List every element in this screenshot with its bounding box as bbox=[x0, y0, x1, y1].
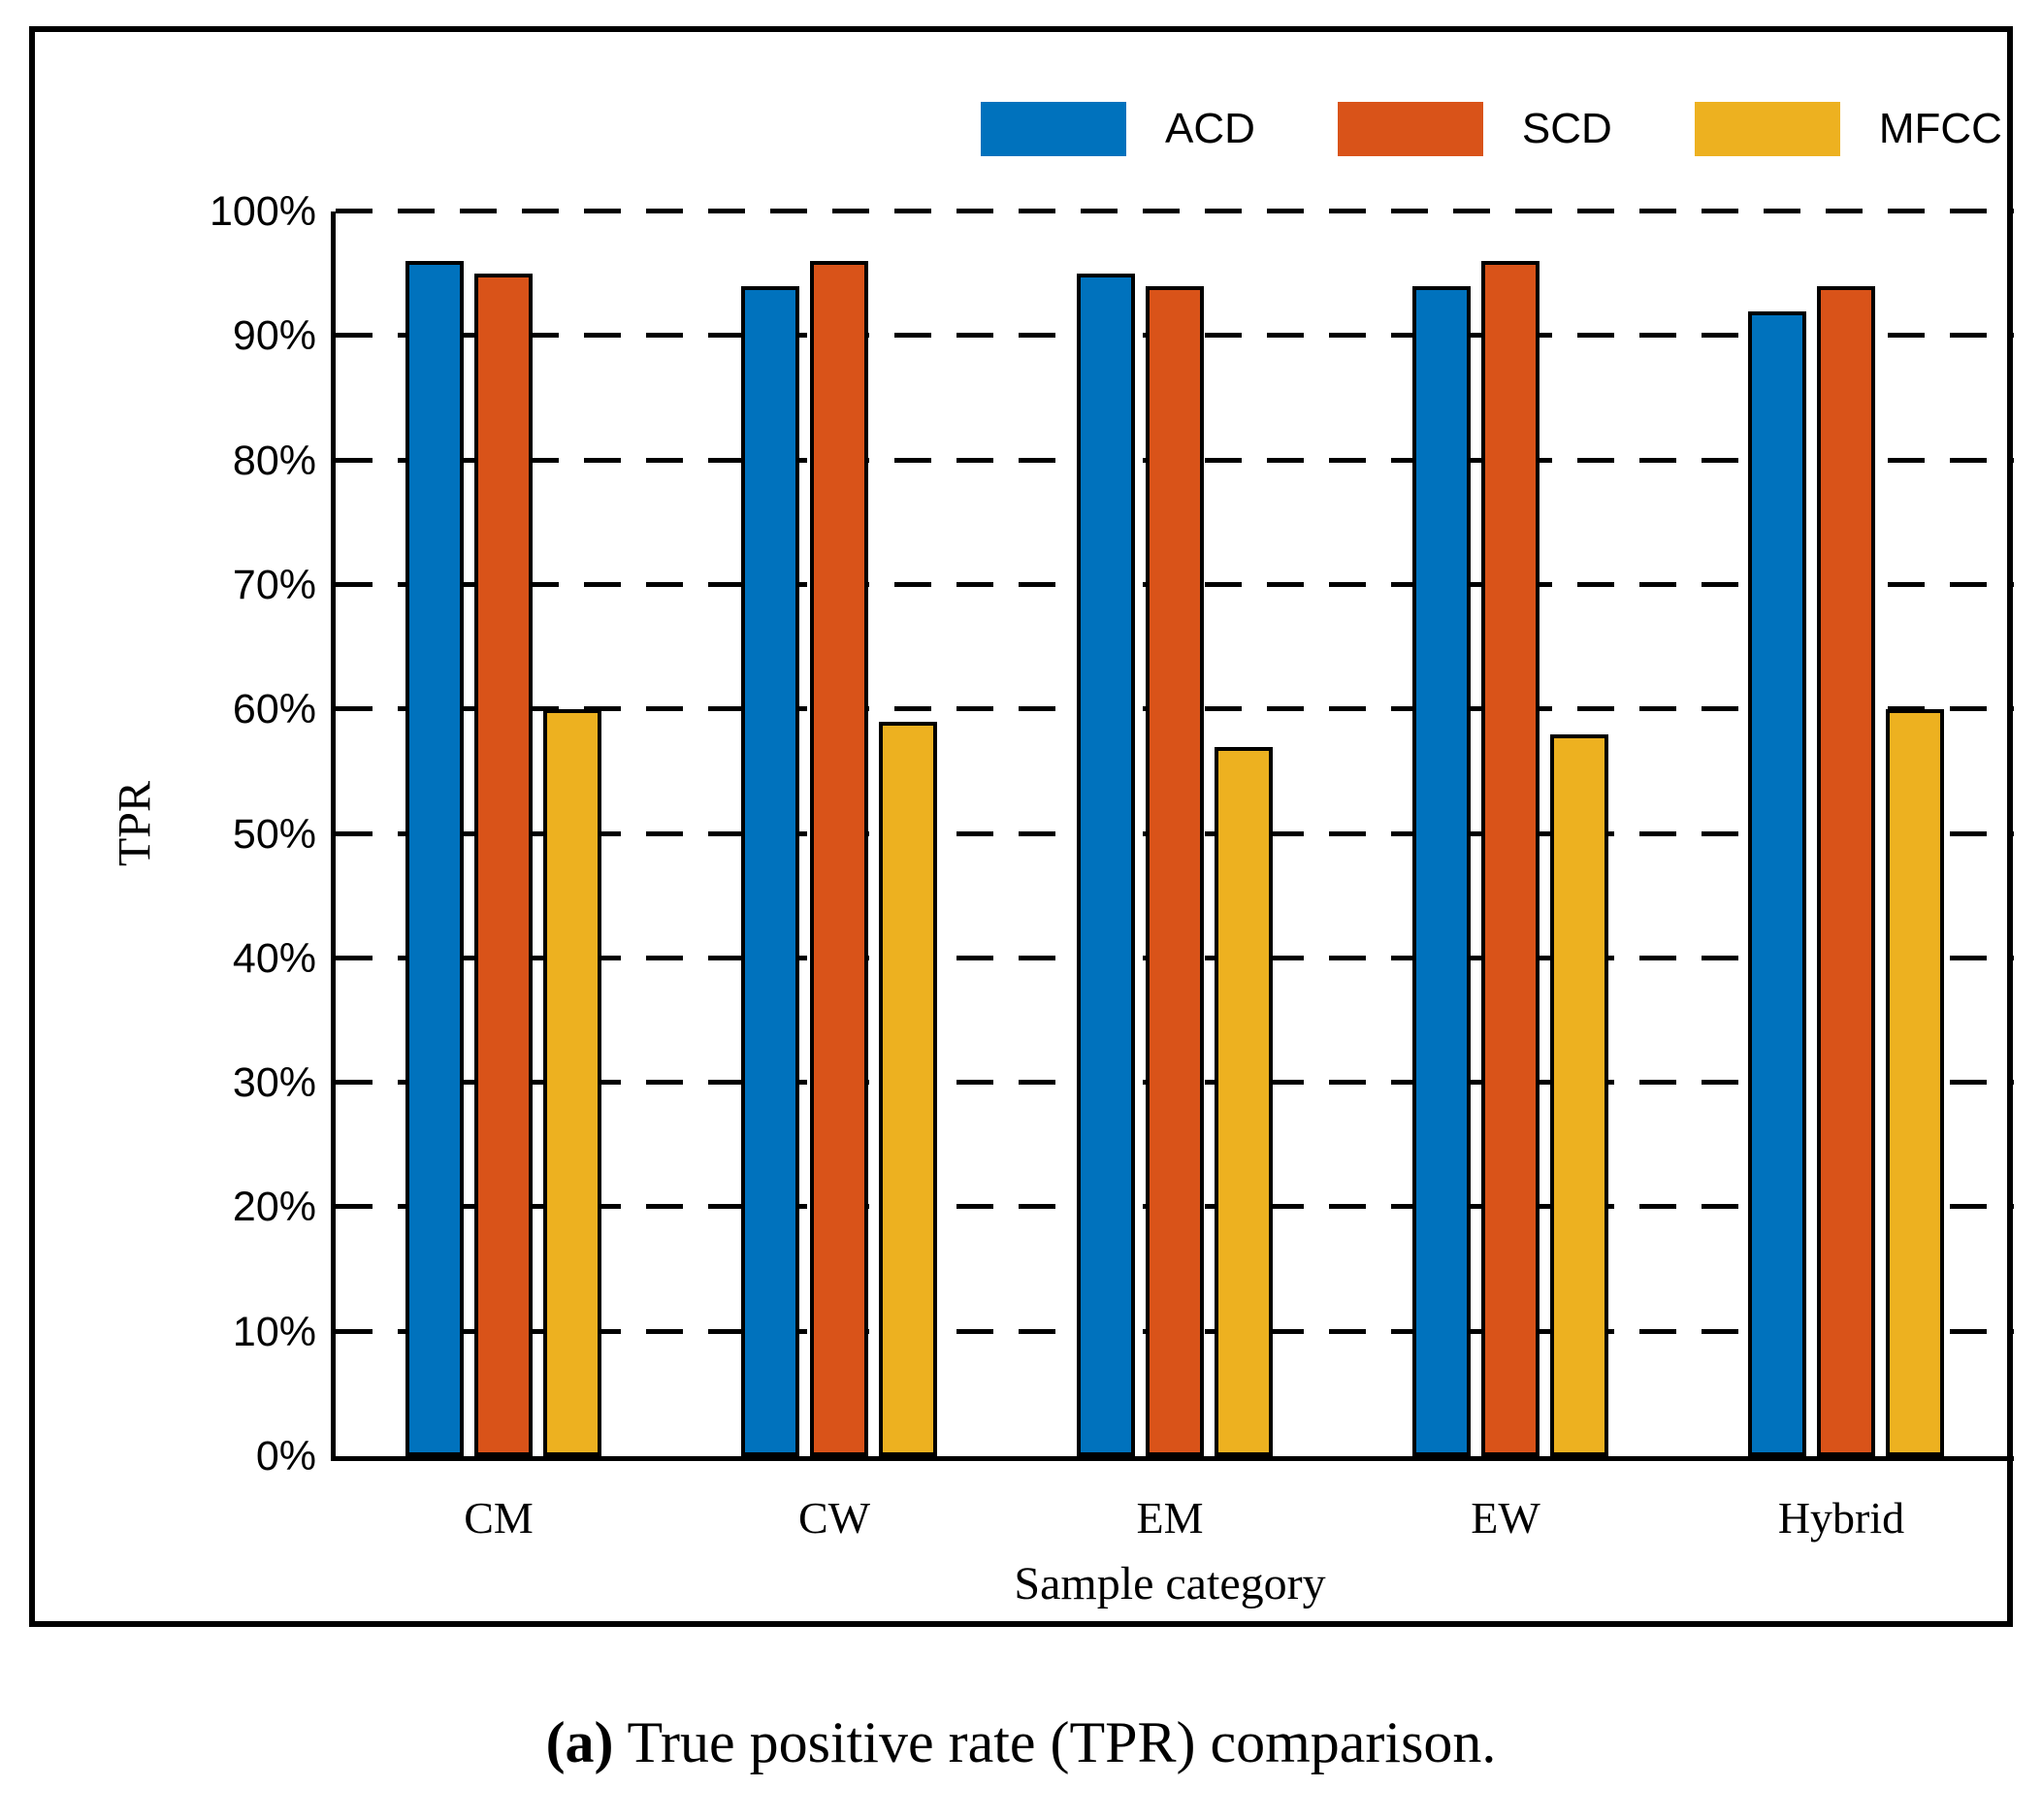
ytick-label-0%: 0% bbox=[255, 1433, 316, 1479]
figure-caption: (a) True positive rate (TPR) comparison. bbox=[0, 1709, 2042, 1776]
x-category-label-CM: CM bbox=[464, 1493, 534, 1543]
bar-MFCC-Hybrid bbox=[1886, 709, 1944, 1456]
legend-swatch-acd bbox=[981, 102, 1126, 156]
ytick-label-10%: 10% bbox=[232, 1308, 316, 1355]
bar-MFCC-EM bbox=[1215, 746, 1273, 1456]
plot-area bbox=[331, 209, 2014, 1461]
ytick-label-40%: 40% bbox=[232, 934, 316, 982]
ytick-label-100%: 100% bbox=[210, 188, 316, 235]
ytick-label-90%: 90% bbox=[232, 312, 316, 360]
ytick-label-30%: 30% bbox=[232, 1059, 316, 1107]
ytick-label-60%: 60% bbox=[232, 686, 316, 733]
bar-group-CW bbox=[671, 211, 1007, 1456]
bar-group-Hybrid bbox=[1678, 211, 2014, 1456]
bar-ACD-EM bbox=[1077, 274, 1135, 1456]
x-category-label-CW: CW bbox=[797, 1493, 871, 1543]
x-axis-title: Sample category bbox=[1014, 1558, 1326, 1609]
legend-swatch-scd bbox=[1337, 102, 1483, 156]
bar-SCD-Hybrid bbox=[1817, 285, 1875, 1456]
gridline-100 bbox=[336, 209, 2014, 213]
bar-SCD-EM bbox=[1146, 285, 1204, 1456]
ytick-label-50%: 50% bbox=[232, 810, 316, 858]
legend-swatch-mfcc bbox=[1694, 102, 1840, 156]
caption-label: (a) bbox=[545, 1710, 614, 1774]
ytick-label-70%: 70% bbox=[232, 561, 316, 608]
bar-SCD-EW bbox=[1481, 261, 1540, 1456]
chart-legend: ACD SCD MFCC bbox=[981, 102, 2002, 156]
bar-ACD-Hybrid bbox=[1748, 310, 1806, 1456]
ytick-label-20%: 20% bbox=[232, 1184, 316, 1231]
ytick-label-80%: 80% bbox=[232, 437, 316, 484]
legend-label-acd: ACD bbox=[1165, 105, 1255, 152]
bar-MFCC-EW bbox=[1550, 733, 1608, 1456]
bar-group-EM bbox=[1007, 211, 1343, 1456]
bar-ACD-EW bbox=[1412, 285, 1471, 1456]
legend-entry-mfcc: MFCC bbox=[1694, 102, 2002, 156]
caption-text: True positive rate (TPR) comparison. bbox=[613, 1710, 1497, 1774]
x-category-label-EM: EM bbox=[1136, 1493, 1204, 1543]
bar-SCD-CW bbox=[810, 261, 868, 1456]
legend-label-mfcc: MFCC bbox=[1878, 105, 2002, 152]
x-category-label-Hybrid: Hybrid bbox=[1777, 1493, 1905, 1543]
bar-SCD-CM bbox=[474, 274, 533, 1456]
legend-entry-acd: ACD bbox=[981, 102, 1255, 156]
bar-MFCC-CW bbox=[879, 722, 937, 1456]
bar-ACD-CW bbox=[741, 285, 799, 1456]
bar-ACD-CM bbox=[405, 261, 464, 1456]
bar-MFCC-CM bbox=[543, 709, 601, 1456]
x-category-label-EW: EW bbox=[1471, 1493, 1540, 1543]
legend-label-scd: SCD bbox=[1521, 105, 1612, 152]
figure-border: ACD SCD MFCC TPR 0% 10% 20% 30% 40% 50% 60% 70%… bbox=[29, 26, 2014, 1627]
bar-group-CM bbox=[336, 211, 671, 1456]
legend-entry-scd: SCD bbox=[1337, 102, 1612, 156]
bar-group-EW bbox=[1343, 211, 1678, 1456]
